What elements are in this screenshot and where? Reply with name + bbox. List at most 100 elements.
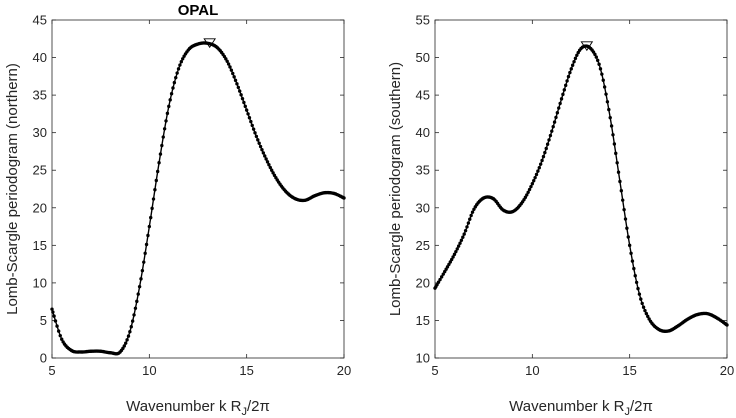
data-point [240,96,245,101]
data-point [243,104,247,109]
data-point [626,235,630,239]
data-point [562,88,567,92]
data-point [632,266,636,271]
data-point [469,213,473,218]
x-tick-label: 20 [337,363,351,378]
data-point [258,144,263,149]
data-point [140,268,145,273]
data-point [527,187,532,192]
data-point [155,169,160,174]
data-point [154,178,158,183]
data-point [456,244,461,248]
data-point [538,162,543,166]
y-tick-label: 40 [33,50,47,65]
data-point [633,274,637,278]
data-point [540,158,544,163]
data-point [559,97,564,101]
data-point [139,277,143,281]
data-point [143,251,147,256]
data-point [565,79,569,83]
y-tick-label: 45 [416,88,430,103]
peak-marker [203,38,217,49]
data-point [545,142,550,146]
data-point [150,206,154,211]
data-point [572,60,576,64]
data-point [525,193,529,197]
data-point [147,224,152,229]
data-point [569,67,573,71]
x-tick-label: 10 [142,363,156,378]
y-tick-label: 30 [416,200,430,215]
data-point [552,120,557,124]
data-point [126,334,131,338]
data-point [176,67,181,71]
data-point [640,301,644,306]
data-point [53,319,58,323]
data-point [547,138,551,142]
y-tick-label: 10 [416,351,430,366]
x-tick-label: 15 [622,363,636,378]
data-point [342,196,346,200]
data-point [461,235,465,239]
data-point [607,107,611,112]
data-point [604,92,608,96]
data-point [168,98,172,102]
data-point [605,100,610,104]
y-tick-label: 20 [416,275,430,290]
data-point [125,338,129,342]
data-point [160,143,164,148]
data-point [254,134,259,139]
data-point [536,169,540,173]
data-point [554,115,558,120]
data-point [265,160,270,164]
data-point [570,63,575,67]
data-point [561,92,565,97]
data-point [164,119,168,123]
data-point [129,325,133,329]
data-point [459,238,464,242]
y-tick-label: 25 [416,238,430,253]
data-point [618,179,622,184]
data-point [157,161,161,165]
data-point [594,55,598,59]
data-point [468,217,472,221]
data-point [725,323,729,327]
x-axis-label-tail: /2π [247,398,270,415]
data-point [532,179,536,183]
data-point [128,330,132,334]
axes-box [434,19,728,359]
data-point [151,197,156,201]
data-point [233,78,238,83]
data-point [149,215,153,220]
data-point [228,65,232,69]
data-point [643,308,647,313]
data-point [238,89,242,93]
data-point [181,57,185,61]
x-axis-label-subscript: J [624,406,630,418]
y-tick-label: 40 [416,125,430,140]
data-point [448,260,452,264]
data-point [526,190,530,194]
data-point [557,106,561,110]
data-point [608,115,612,120]
data-point [470,210,475,214]
data-point [167,104,171,109]
y-tick-label: 15 [33,238,47,253]
data-point [135,299,139,304]
data-point [625,226,629,230]
data-point [271,171,275,175]
y-tick-label: 50 [416,50,430,65]
data-point [239,93,243,97]
data-point [600,72,604,76]
data-point [623,217,628,221]
data-point [466,221,471,225]
data-point [601,78,605,82]
data-point [132,313,136,317]
data-point [619,189,624,193]
data-point [622,207,626,212]
data-point [630,259,635,263]
axes-box [51,19,345,359]
data-point [261,151,266,155]
y-tick-label: 55 [416,13,430,28]
data-point [454,249,458,254]
